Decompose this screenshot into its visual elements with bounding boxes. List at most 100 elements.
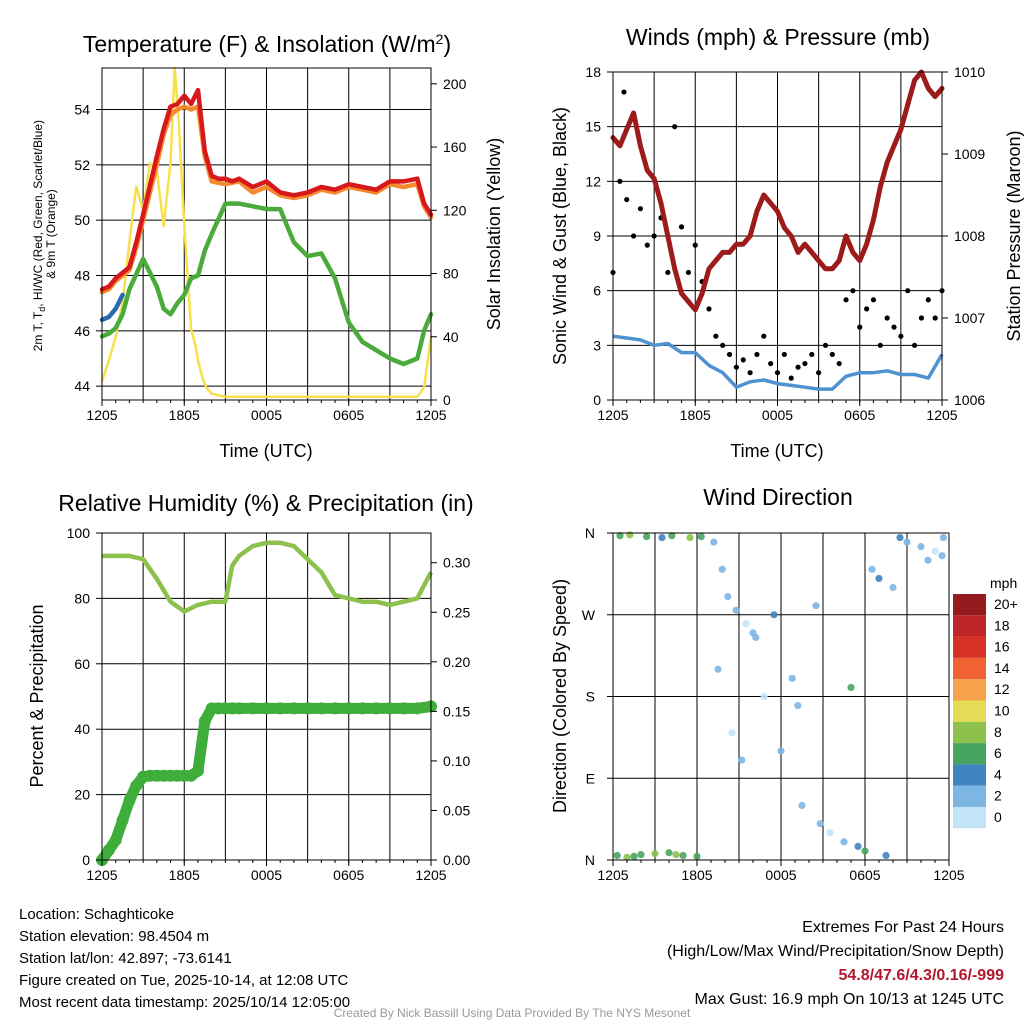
legend-label: 2: [994, 788, 1002, 804]
direction-point: [924, 556, 932, 564]
y-tick-label: 18: [585, 64, 601, 80]
direction-point: [889, 583, 897, 592]
direction-point: [616, 532, 624, 540]
precip-point: [315, 702, 328, 715]
gust-point: [768, 360, 774, 367]
direction-point: [697, 533, 705, 541]
legend-swatch: [953, 764, 986, 786]
legend-label: 6: [994, 745, 1002, 761]
series-line-hi-wc: [99, 292, 125, 323]
gust-point: [706, 306, 712, 312]
y2-tick-label: 1010: [954, 64, 985, 80]
direction-point: [718, 565, 726, 573]
direction-point: [724, 592, 732, 601]
extremes-block: Extremes For Past 24 Hours (High/Low/Max…: [667, 916, 1004, 1012]
y-tick-label: S: [586, 689, 595, 705]
direction-point: [760, 692, 768, 701]
y2-tick-label: 120: [443, 202, 467, 218]
direction-point: [896, 533, 904, 542]
direction-point: [630, 852, 638, 860]
gust-point: [630, 233, 637, 239]
direction-point: [714, 665, 722, 673]
x-tick-label: 0605: [849, 867, 880, 883]
gust-point: [720, 342, 726, 348]
humidity-ylabel: Percent & Precipitation: [27, 604, 47, 787]
precip-point: [287, 702, 300, 715]
legend-label: 0: [994, 809, 1002, 825]
y-tick-label: 44: [74, 378, 90, 394]
y-tick-label: N: [585, 852, 595, 868]
precip-point: [130, 779, 143, 792]
y-tick-label: N: [585, 525, 595, 541]
precip-point: [233, 702, 246, 715]
gust-point: [850, 288, 856, 294]
legend-swatch: [953, 657, 986, 680]
y2-tick-label: 160: [443, 139, 467, 155]
legend-swatch: [953, 679, 986, 701]
gust-point: [891, 324, 897, 330]
direction-point: [643, 533, 651, 541]
x-tick-label: 0605: [333, 407, 364, 423]
gust-point: [884, 315, 890, 321]
y-tick-label: 50: [74, 212, 90, 228]
precip-point: [356, 702, 369, 715]
legend-swatch: [953, 721, 986, 744]
direction-point: [794, 701, 802, 710]
direction-point: [665, 849, 673, 857]
legend-title: mph: [990, 575, 1017, 591]
extremes-subtitle: (High/Low/Max Wind/Precipitation/Snow De…: [666, 943, 1004, 960]
latlon-text: Station lat/lon: 42.897; -73.6141: [19, 950, 232, 967]
humidity-title: Relative Humidity (%) & Precipitation (i…: [58, 490, 473, 516]
x-tick-label: 1205: [597, 867, 628, 883]
location-text: Location: Schaghticoke: [19, 906, 175, 923]
gust-point: [802, 360, 808, 367]
gust-point: [617, 178, 623, 184]
direction-point: [788, 674, 796, 682]
direction-ylabel: Direction (Colored By Speed): [550, 579, 570, 813]
precip-point: [191, 764, 204, 777]
y2-tick-label: 0.30: [443, 555, 470, 571]
max-gust-text: Max Gust: 16.9 mph On 10/13 at 1245 UTC: [694, 991, 1005, 1008]
precip-point: [246, 702, 259, 715]
temperature-title: Temperature (F) & Insolation (W/m2): [83, 31, 451, 57]
legend-label: 4: [994, 766, 1002, 782]
y-tick-label: 0: [82, 852, 90, 868]
direction-point: [798, 801, 806, 810]
y2-tick-label: 0.20: [443, 654, 470, 670]
direction-point: [637, 850, 645, 859]
gust-point: [932, 315, 938, 321]
direction-point: [812, 602, 820, 610]
legend-label: 16: [994, 639, 1010, 655]
y2-tick-label: 200: [443, 76, 467, 92]
winds-ylabel: Sonic Wind & Gust (Blue, Black): [550, 107, 570, 365]
gust-point: [816, 370, 822, 376]
precip-point: [411, 702, 424, 715]
gust-point: [809, 351, 815, 358]
humidity-series: [96, 540, 437, 866]
temperature-grid: [102, 68, 431, 400]
direction-point: [826, 829, 834, 837]
y-tick-label: 12: [585, 173, 601, 189]
direction-point: [732, 606, 740, 614]
direction-title: Wind Direction: [703, 484, 853, 510]
gust-point: [651, 233, 657, 239]
x-tick-label: 1205: [86, 407, 117, 423]
direction-point: [861, 847, 869, 855]
precip-point: [102, 844, 115, 857]
winds-ticks: 1205 1805 0005 0605 120503691215181006100710…: [585, 64, 985, 423]
gust-point: [843, 297, 849, 303]
y-tick-label: 52: [74, 157, 90, 173]
legend-label: 10: [994, 703, 1010, 719]
direction-point: [816, 820, 824, 828]
y2-tick-label: 80: [443, 266, 459, 282]
gust-point: [795, 364, 801, 370]
y2-tick-label: 0.25: [443, 604, 470, 620]
direction-point: [651, 850, 659, 858]
direction-point: [686, 533, 694, 542]
y2-tick-label: 40: [443, 329, 459, 345]
direction-point: [840, 838, 848, 846]
temperature-y2label: Solar Insolation (Yellow): [484, 138, 504, 330]
gust-point: [644, 242, 650, 248]
